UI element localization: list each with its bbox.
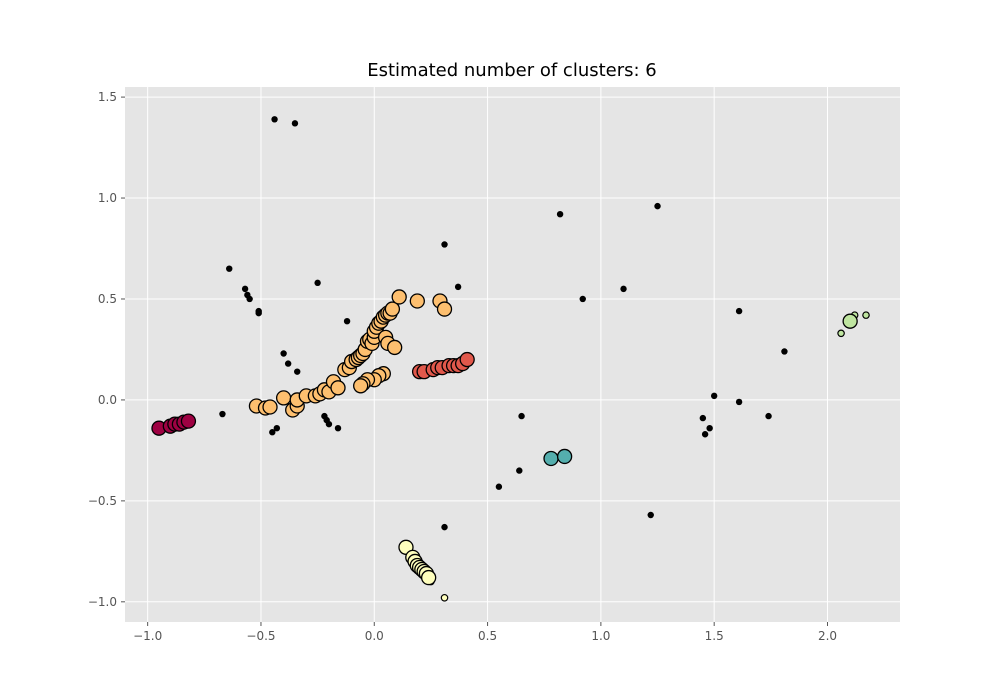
x-tick-label: −0.5: [246, 629, 275, 643]
cluster-4-border-point: [862, 311, 870, 319]
y-tick-label: 0.5: [98, 292, 117, 306]
cluster-2-core-point: [262, 399, 278, 415]
x-tick-label: −1.0: [133, 629, 162, 643]
cluster-5-core-point: [556, 448, 573, 465]
noise-point: [495, 483, 503, 490]
cluster-0-core-point: [180, 413, 197, 429]
noise-point: [269, 429, 276, 436]
cluster-2-core-point: [391, 289, 407, 305]
noise-point: [246, 295, 253, 303]
cluster-2-core-point: [330, 380, 346, 396]
noise-point: [291, 120, 299, 127]
noise-point: [280, 350, 287, 357]
chart-title: Estimated number of clusters: 6: [367, 60, 657, 81]
cluster-3-border-point: [440, 593, 449, 602]
noise-point: [255, 309, 262, 317]
noise-point: [735, 398, 743, 406]
noise-point: [699, 414, 707, 422]
y-tick-label: −1.0: [88, 595, 117, 609]
grid: [125, 87, 900, 622]
cluster-2-core-point: [353, 378, 369, 394]
noise-point: [556, 210, 564, 218]
cluster-2-core-point: [384, 301, 401, 317]
noise-point: [219, 410, 226, 418]
noise-point: [284, 360, 292, 367]
x-tick-label: 0.5: [478, 629, 497, 643]
cluster-4-core-point: [842, 313, 858, 329]
cluster-3-core-point: [421, 569, 437, 586]
x-tick-label: 2.0: [818, 629, 837, 643]
noise-point: [706, 424, 713, 432]
y-tick-label: −0.5: [88, 494, 117, 508]
cluster-2-core-point: [409, 293, 425, 309]
x-tick-label: 1.0: [591, 629, 610, 643]
noise-point: [441, 241, 448, 248]
cluster-2-core-point: [275, 390, 292, 406]
noise-point: [273, 424, 281, 432]
cluster-4-border-point: [837, 329, 845, 338]
noise-point: [701, 431, 709, 438]
noise-point: [454, 283, 462, 291]
noise-point: [516, 467, 523, 474]
y-tick-label: 1.0: [98, 191, 117, 205]
noise-point: [241, 285, 249, 293]
noise-point: [647, 511, 654, 519]
noise-point: [781, 348, 788, 355]
noise-point: [518, 412, 525, 420]
noise-point: [765, 412, 772, 420]
noise-point: [325, 420, 333, 428]
cluster-5-core-point: [543, 450, 559, 467]
noise-point: [735, 307, 743, 315]
data-points: [151, 116, 870, 602]
noise-point: [441, 523, 448, 531]
noise-point: [654, 202, 661, 210]
x-tick-label: 0.0: [365, 629, 384, 643]
noise-point: [579, 295, 586, 303]
noise-point: [294, 368, 301, 375]
y-tick-label: 0.0: [98, 393, 117, 407]
noise-point: [710, 392, 718, 400]
cluster-1-core-point: [459, 351, 475, 368]
plot-area: [125, 87, 900, 622]
x-tick-label: 1.5: [705, 629, 724, 643]
y-tick-label: 1.5: [98, 90, 117, 104]
cluster-2-core-point: [436, 301, 453, 317]
cluster-2-core-point: [387, 339, 403, 356]
noise-point: [314, 279, 321, 287]
axis-ticks: −1.0 −0.5 0.0 0.5 1.0 1.5 2.0 −1.0 −0.5 0.0 0.5 1.0…: [88, 90, 837, 643]
noise-point: [343, 317, 351, 325]
noise-point: [334, 424, 342, 432]
noise-point: [271, 116, 278, 123]
noise-point: [226, 265, 233, 272]
noise-point: [620, 285, 627, 293]
